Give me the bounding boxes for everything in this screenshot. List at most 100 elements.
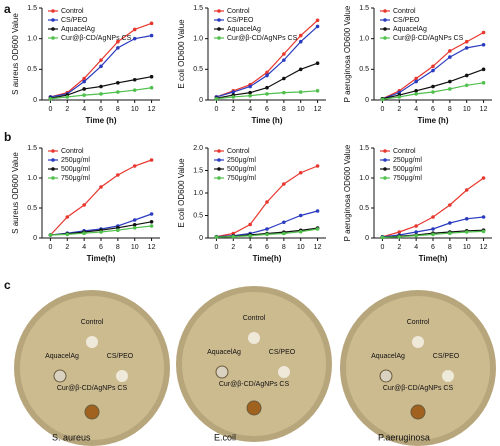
data-point xyxy=(65,215,70,219)
legend-label: 750μg/ml xyxy=(227,175,256,182)
data-point xyxy=(99,84,103,89)
data-point xyxy=(431,84,435,89)
data-point xyxy=(431,68,435,73)
x-tick-label: 12 xyxy=(148,244,156,251)
data-point xyxy=(298,33,303,38)
data-point xyxy=(265,73,269,78)
legend-label: 500μg/ml xyxy=(61,166,90,173)
legend-label: 750μg/ml xyxy=(61,175,90,182)
y-tick-label: 2.0 xyxy=(193,145,203,152)
data-point xyxy=(149,85,154,90)
data-point xyxy=(132,223,137,227)
legend-marker xyxy=(51,158,55,162)
legend-marker xyxy=(217,36,221,40)
data-point xyxy=(82,76,86,81)
y-tick-label: 0.5 xyxy=(27,66,37,73)
data-point xyxy=(431,227,435,231)
x-tick-label: 8 xyxy=(448,106,452,113)
y-axis-title: S aureus OD600 Value xyxy=(11,13,20,95)
data-point xyxy=(315,164,320,168)
data-point xyxy=(315,18,320,23)
data-point xyxy=(149,74,154,79)
x-tick-label: 10 xyxy=(131,244,139,251)
data-point xyxy=(414,224,418,228)
data-point xyxy=(82,231,86,235)
plate-caption: P.aeruginosa xyxy=(378,432,430,442)
y-tick-label: 1.5 xyxy=(359,145,369,152)
y-tick-label: 1.0 xyxy=(193,190,203,197)
plate xyxy=(346,296,490,440)
x-tick-label: 6 xyxy=(431,106,435,113)
legend-label: Cur@β-CD/AgNPs CS xyxy=(393,35,464,42)
data-point xyxy=(448,221,452,225)
data-point xyxy=(248,222,252,227)
legend-label: Control xyxy=(61,148,84,155)
legend-marker xyxy=(383,27,387,31)
data-point xyxy=(231,234,236,239)
data-point xyxy=(99,64,103,69)
plate xyxy=(182,292,326,436)
y-tick-label: 1.0 xyxy=(193,36,203,43)
data-point xyxy=(265,232,269,237)
x-tick-label: 12 xyxy=(314,106,322,113)
y-tick-label: 1.5 xyxy=(193,167,203,174)
data-point xyxy=(282,58,286,62)
legend-label: 250μg/ml xyxy=(227,157,256,164)
data-point xyxy=(116,173,120,177)
data-point xyxy=(481,67,486,72)
x-tick-label: 12 xyxy=(480,106,488,113)
y-tick-label: 0 xyxy=(365,235,369,242)
data-point xyxy=(448,203,452,207)
x-tick-label: 2 xyxy=(65,244,69,251)
y-tick-label: 0.5 xyxy=(193,66,203,73)
y-tick-label: 0 xyxy=(33,97,37,104)
panel-label: c xyxy=(4,278,11,292)
disc xyxy=(442,370,454,382)
disc xyxy=(116,370,128,382)
legend-marker xyxy=(217,158,221,162)
legend-marker xyxy=(51,36,55,40)
x-axis-title: Time(h) xyxy=(253,254,282,263)
legend-label: Control xyxy=(227,148,250,155)
x-tick-label: 4 xyxy=(414,244,418,251)
y-tick-label: 1.5 xyxy=(193,5,203,12)
legend-label: CS/PEO xyxy=(227,17,254,24)
legend-marker xyxy=(383,158,387,162)
data-point xyxy=(248,90,252,95)
x-axis-title: Time (h) xyxy=(86,116,117,125)
legend-marker xyxy=(217,18,221,22)
plate-label: CS/PEO xyxy=(269,349,296,356)
legend-label: AquacelAg xyxy=(61,26,95,33)
legend-label: AquacelAg xyxy=(393,26,427,33)
data-point xyxy=(431,232,435,237)
disc xyxy=(410,404,426,420)
data-point xyxy=(315,24,320,29)
data-point xyxy=(132,164,137,168)
legend-marker xyxy=(383,9,387,13)
x-tick-label: 10 xyxy=(297,244,305,251)
disc xyxy=(246,400,262,416)
panel-label: a xyxy=(4,2,11,16)
legend-marker xyxy=(383,18,387,22)
data-point xyxy=(248,84,252,89)
data-point xyxy=(315,227,320,231)
legend-label: 250μg/ml xyxy=(61,157,90,164)
data-point xyxy=(414,76,418,81)
x-tick-label: 10 xyxy=(463,106,471,113)
x-tick-label: 0 xyxy=(214,244,218,251)
y-tick-label: 0.5 xyxy=(27,205,37,212)
legend-label: Control xyxy=(393,8,416,15)
x-tick-label: 10 xyxy=(131,106,139,113)
disc xyxy=(379,369,393,383)
data-point xyxy=(397,95,402,99)
data-point xyxy=(82,79,86,84)
data-point xyxy=(464,39,469,44)
x-tick-label: 6 xyxy=(99,106,103,113)
data-point xyxy=(414,233,418,238)
disc xyxy=(248,332,260,344)
data-point xyxy=(214,96,219,101)
data-point xyxy=(99,58,103,62)
legend-marker xyxy=(217,27,221,31)
y-tick-label: 0 xyxy=(199,235,203,242)
data-point xyxy=(414,230,418,234)
